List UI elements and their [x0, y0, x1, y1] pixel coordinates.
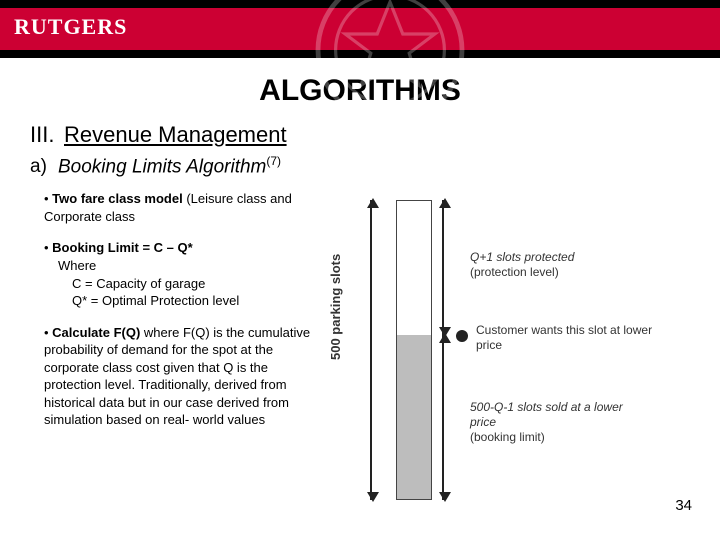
bullet-list: • Two fare class model (Leisure class an…: [0, 190, 320, 530]
content-row: • Two fare class model (Leisure class an…: [0, 190, 720, 530]
header-band: RUTGERS: [0, 0, 720, 58]
bullet-3: • Calculate F(Q) where F(Q) is the cumul…: [44, 324, 320, 429]
annotation-booking-limit: 500-Q-1 slots sold at a lower price (boo…: [470, 400, 650, 445]
subsection-citation: (7): [266, 154, 281, 168]
rutgers-logo: RUTGERS: [14, 14, 127, 40]
bullet-1: • Two fare class model (Leisure class an…: [44, 190, 320, 225]
annotation-protection-line1: Q+1 slots protected: [470, 250, 574, 264]
bullet-3-rest: where F(Q) is the cumulative probability…: [44, 325, 310, 428]
annotation-booking-limit-line1: 500-Q-1 slots sold at a lower price: [470, 400, 623, 429]
bullet-2-where: Where: [44, 257, 320, 275]
bullet-1-lead: Two fare class model: [52, 191, 186, 206]
bullet-2-q: Q* = Optimal Protection level: [44, 292, 320, 310]
annotation-customer: Customer wants this slot at lower price: [476, 323, 666, 353]
annotation-protection-line2: (protection level): [470, 265, 559, 279]
section-text: Revenue Management: [64, 122, 287, 147]
threshold-dot: [456, 330, 468, 342]
diagram-ylabel: 500 parking slots: [328, 254, 343, 360]
subsection-text: Booking Limits Algorithm: [58, 156, 266, 177]
full-range-arrow: [370, 200, 372, 500]
section-number: III.: [30, 122, 64, 148]
subsection-heading: a)Booking Limits Algorithm(7): [30, 154, 720, 178]
booking-limit-diagram: 500 parking slots Q+1 slots protected (p…: [320, 190, 720, 530]
annotation-protection: Q+1 slots protected (protection level): [470, 250, 630, 280]
booking-limit-region: [397, 335, 431, 499]
bullet-2-c: C = Capacity of garage: [44, 275, 320, 293]
bullet-2: • Booking Limit = C – Q* Where C = Capac…: [44, 239, 320, 309]
bullet-2-lead: Booking Limit = C – Q*: [52, 240, 193, 255]
subsection-number: a): [30, 156, 58, 178]
page-number: 34: [675, 497, 692, 514]
capacity-bar: [396, 200, 432, 500]
annotation-booking-limit-line2: (booking limit): [470, 430, 545, 444]
booking-limit-arrow: [442, 335, 444, 500]
bullet-3-lead: Calculate F(Q): [52, 325, 144, 340]
seal-watermark: [310, 0, 470, 130]
protection-arrow: [442, 200, 444, 335]
